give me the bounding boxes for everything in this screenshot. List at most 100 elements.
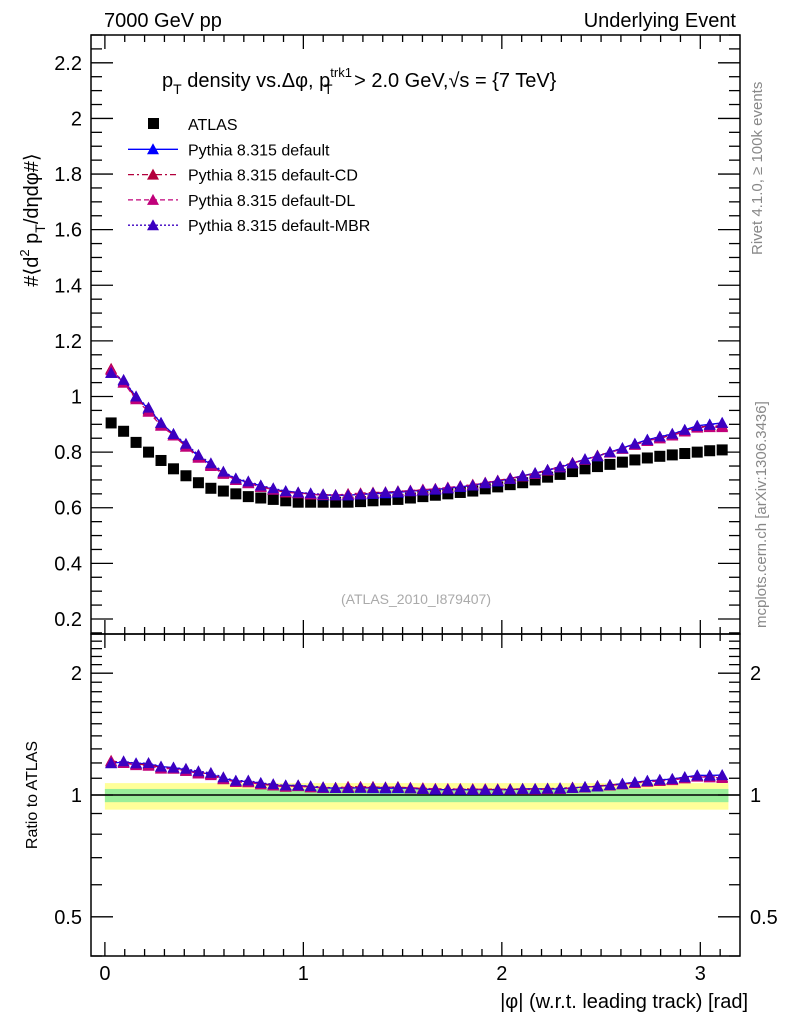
data-point (329, 489, 342, 501)
ratio-point (678, 771, 691, 783)
y-tick-label: 2.2 (54, 53, 82, 75)
data-point (143, 446, 155, 458)
data-point (391, 485, 404, 497)
plot-title: pT density vs.Δφ, ptrk1 T > 2.0 GeV,√s = … (162, 65, 557, 97)
ratio-point (541, 782, 554, 794)
ratio-point (441, 783, 454, 795)
ratio-point (641, 774, 654, 786)
data-point (367, 487, 380, 499)
data-point (429, 489, 441, 501)
data-point (105, 366, 118, 378)
legend-label: ATLAS (188, 117, 238, 134)
data-point (142, 401, 155, 413)
data-point (578, 453, 591, 465)
y-tick-label: 0.4 (54, 553, 82, 575)
data-point (504, 472, 517, 484)
x-tick-label: 1 (298, 963, 309, 985)
series-pythia-8-315-default-dl (105, 364, 729, 795)
y-tick-label: 0.2 (54, 609, 82, 631)
legend-item: Pythia 8.315 default (128, 142, 330, 159)
legend-item: Pythia 8.315 default-MBR (128, 218, 370, 235)
data-point (117, 373, 130, 385)
series-line (110, 369, 723, 496)
data-point (566, 457, 579, 469)
ratio-point (703, 769, 716, 781)
legend-marker (147, 193, 159, 205)
ratio-point (167, 761, 180, 773)
series-atlas (105, 417, 728, 508)
data-point (417, 491, 429, 503)
data-point (716, 444, 728, 456)
ratio-line (111, 760, 723, 791)
x-tick-label: 3 (695, 963, 706, 985)
rivet-label: Rivet 4.1.0, ≥ 100k events (749, 82, 766, 255)
data-point (616, 442, 629, 454)
series-line (110, 372, 723, 496)
data-point (392, 493, 404, 505)
data-point (330, 496, 342, 508)
ratio-y-tick-label: 0.5 (54, 907, 82, 929)
y-tick-label: 0.8 (54, 442, 82, 464)
data-point (567, 466, 579, 478)
data-point (192, 477, 204, 489)
data-point (591, 461, 603, 473)
mcplots-label: mcplots.cern.ch [arXiv:1306.3436] (753, 401, 770, 628)
data-point (217, 485, 229, 497)
ratio-point (329, 782, 342, 794)
series-pythia-8-315-default-mbr (105, 366, 729, 795)
ratio-point (292, 779, 305, 791)
data-point (279, 485, 292, 497)
data-point (105, 417, 117, 429)
data-point (242, 491, 254, 503)
legend: ATLAS Pythia 8.315 default Pythia 8.315 de… (128, 117, 370, 235)
legend-marker (147, 143, 159, 155)
watermark: (ATLAS_2010_I879407) (341, 591, 491, 607)
ratio-point (354, 781, 367, 793)
data-point (180, 470, 192, 482)
ratio-point (603, 779, 616, 791)
series-line (110, 368, 723, 496)
ratio-y-tick-label: 2 (71, 663, 82, 685)
data-point (317, 488, 330, 500)
data-point (292, 496, 304, 508)
data-point (654, 450, 666, 462)
data-point (603, 446, 616, 458)
series-pythia-8-315-default-cd (105, 362, 729, 795)
data-point (529, 467, 542, 479)
ratio-point (142, 756, 155, 768)
ratio-point (317, 781, 330, 793)
ratio-point (342, 782, 355, 794)
data-point (554, 468, 566, 480)
data-point (416, 484, 429, 496)
data-point (653, 430, 666, 442)
data-point (155, 454, 167, 466)
data-point (205, 482, 217, 494)
data-point (691, 446, 703, 458)
ratio-point (391, 781, 404, 793)
data-point (454, 486, 466, 498)
data-point (167, 428, 180, 440)
ratio-point (466, 783, 479, 795)
data-point (504, 479, 516, 491)
data-point (404, 492, 416, 504)
data-point (429, 483, 442, 495)
legend-item: Pythia 8.315 default-CD (128, 168, 358, 185)
ratio-point (379, 781, 392, 793)
ratio-point (155, 760, 168, 772)
data-point (130, 436, 142, 448)
ratio-point (217, 771, 230, 783)
data-point (678, 423, 691, 435)
legend-label: Pythia 8.315 default-CD (188, 168, 358, 185)
ratio-y-tick-label: 1 (71, 785, 82, 807)
ratio-point (616, 777, 629, 789)
data-point (467, 485, 479, 497)
ratio-y-tick-label-right: 2 (750, 663, 761, 685)
data-point (267, 482, 280, 494)
data-point (217, 465, 230, 477)
data-point (242, 475, 255, 487)
data-point (479, 483, 491, 495)
y-tick-label: 1.6 (54, 220, 82, 242)
data-point (629, 454, 641, 466)
ratio-point (666, 772, 679, 784)
y-tick-label: 1 (71, 387, 82, 409)
